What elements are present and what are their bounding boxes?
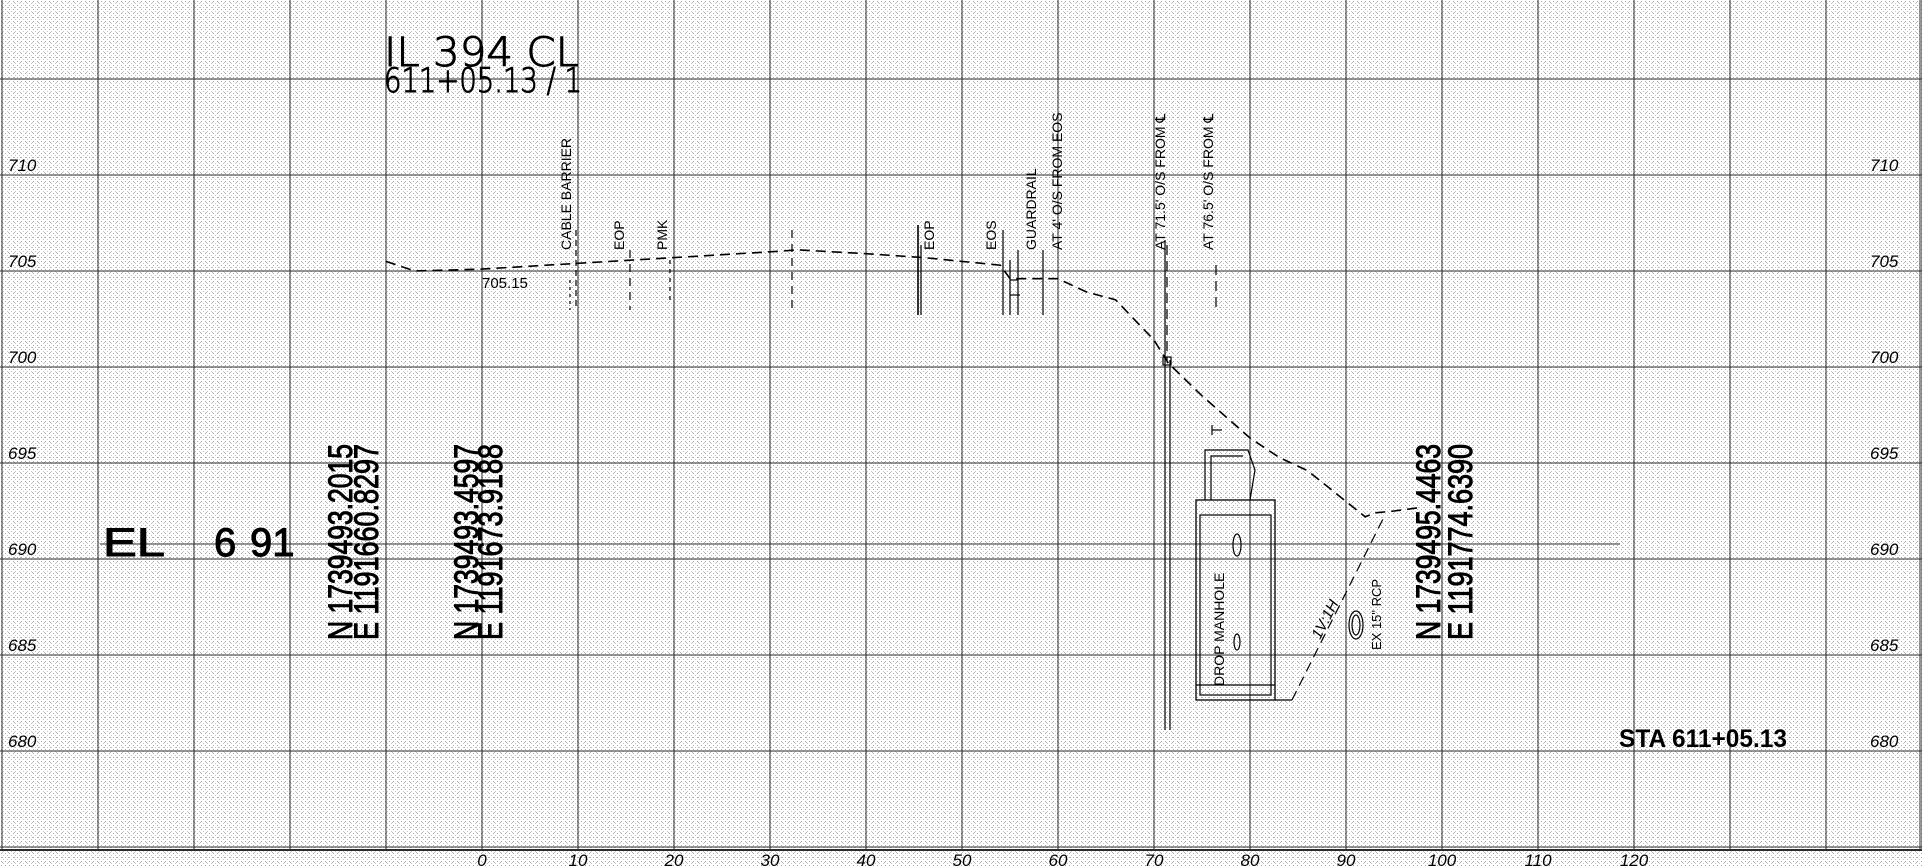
elevation-tick-label-right: 680 <box>1870 732 1899 751</box>
elevation-tick-label-left: 700 <box>8 348 37 367</box>
elevation-tick-label-left: 705 <box>8 252 37 271</box>
offset-tick-label: 70 <box>1145 851 1164 867</box>
station-callout: STA 611+05.13 <box>1619 725 1787 753</box>
elevation-tick-label-right: 685 <box>1870 636 1899 655</box>
offset-tick-label: 80 <box>1241 851 1260 867</box>
guardrail-label: GUARDRAIL <box>1023 168 1039 250</box>
eop-left-label: EOP <box>611 220 627 250</box>
elevation-tick-label-right: 690 <box>1870 540 1899 559</box>
el-label: EL <box>103 521 165 565</box>
elevation-tick-label-right: 695 <box>1870 444 1899 463</box>
offset-axis: 0 10 20 30 40 50 60 70 80 90 100 110 120 <box>477 851 1648 867</box>
manhole-invert <box>1233 633 1241 651</box>
offset-tick-label: 90 <box>1337 851 1356 867</box>
road-label: IL 394 CL <box>384 30 579 76</box>
guardrail-offset-label: AT 4' O/S FROM EOS <box>1049 112 1065 250</box>
elevation-tick-label-right: 700 <box>1870 348 1899 367</box>
offset-tick-label: 0 <box>477 851 487 867</box>
offset-tick-label: 50 <box>953 851 972 867</box>
cable-barrier-label: CABLE BARRIER <box>558 138 574 250</box>
elevation-tick-label-right: 710 <box>1870 156 1899 175</box>
el-value-fragment-2: 91 <box>250 521 295 565</box>
offset-71-5-cap <box>1162 356 1172 366</box>
coordinate-northing: N 1739493.4597 <box>448 444 486 640</box>
elevation-tick-label-left: 680 <box>8 732 37 751</box>
slope-line <box>1291 514 1386 701</box>
pipe-inner <box>1351 614 1361 636</box>
manhole-opening <box>1232 533 1242 557</box>
coordinate-northing: N 1739495.4463 <box>1410 444 1448 640</box>
offset-tick-label: 110 <box>1524 851 1552 867</box>
coordinate-easting: E 1191774.6390 <box>1442 444 1480 640</box>
elevation-axis-right: 710 705 700 695 690 685 680 <box>1870 156 1899 751</box>
pipe-label: EX 15" RCP <box>1369 579 1384 650</box>
pmk-label: PMK <box>654 219 670 250</box>
coordinate-easting: E 1191660.8297 <box>348 444 386 640</box>
elevation-tick-label-right: 705 <box>1870 252 1899 271</box>
feature-markers <box>569 225 1386 730</box>
coordinate-northing: N 1739493.2015 <box>322 444 360 640</box>
elevation-tick-label-left: 710 <box>8 156 37 175</box>
el-value-fragment: 6 <box>214 521 236 565</box>
offset-tick-label: 30 <box>761 851 780 867</box>
feature-labels: CABLE BARRIER EOP PMK EOP EOS GUARDRAIL … <box>558 112 1384 686</box>
offset-tick-label: 40 <box>857 851 876 867</box>
offset-71-5-label: AT 71.5' O/S FROM ℄ <box>1152 114 1168 250</box>
elevation-tick-label-left: 690 <box>8 540 37 559</box>
offset-tick-label: 10 <box>569 851 588 867</box>
offset-tick-label: 20 <box>664 851 684 867</box>
drop-manhole <box>1195 449 1276 701</box>
pipe-outer <box>1348 610 1364 640</box>
eos-label: EOS <box>983 220 999 250</box>
offset-tick-label: 120 <box>1620 851 1649 867</box>
drop-manhole-label: DROP MANHOLE <box>1211 573 1227 686</box>
offset-tick-label: 100 <box>1428 851 1457 867</box>
ground-elev-label: 705.15 <box>482 275 528 292</box>
elevation-tick-label-left: 695 <box>8 444 37 463</box>
offset-tick-label: 60 <box>1049 851 1068 867</box>
station-label: 611+05.13 / 1 <box>384 61 582 101</box>
offset-76-5-label: AT 76.5' O/S FROM ℄ <box>1200 114 1216 250</box>
existing-ground-profile <box>385 249 1423 518</box>
elevation-tick-label-left: 685 <box>8 636 37 655</box>
eop-right-label: EOP <box>921 220 937 250</box>
coordinate-easting: E 1191673.9188 <box>472 444 510 640</box>
elevation-axis-left: 710 705 700 695 690 685 680 <box>8 156 37 751</box>
